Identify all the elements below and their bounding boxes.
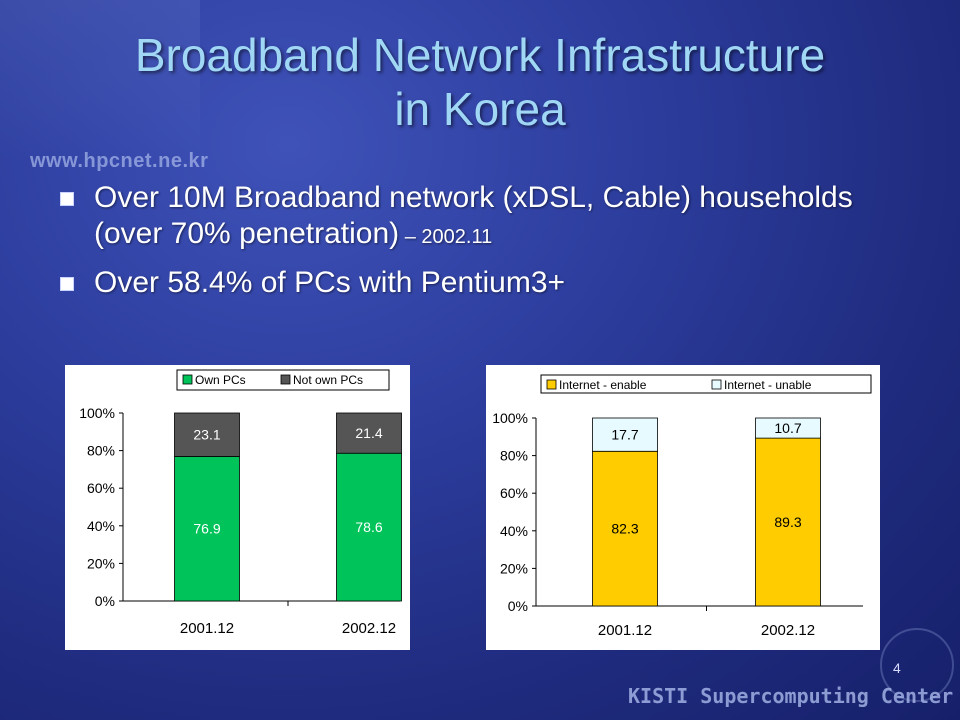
data-label: 76.9 <box>193 521 220 537</box>
y-tick-label: 60% <box>500 485 528 501</box>
legend-label: Internet - unable <box>724 378 812 392</box>
building-photo-watermark <box>0 0 200 160</box>
chart-pc-ownership: Own PCs Not own PCs 0% 20% 40% 60% 80% 100% 76.9… <box>65 365 410 650</box>
y-tick-label: 100% <box>79 405 115 421</box>
footer-text: KISTI Supercomputing Center <box>628 684 954 708</box>
data-label: 78.6 <box>355 519 382 535</box>
legend-swatch <box>182 374 193 385</box>
y-tick-label: 20% <box>87 555 115 571</box>
data-label: 17.7 <box>611 427 638 443</box>
data-label-bg <box>186 519 228 538</box>
bullet-text: Over 58.4% of PCs with Pentium3+ <box>94 266 566 299</box>
legend-label: Not own PCs <box>293 373 363 387</box>
title-line-1: Broadband Network Infrastructure <box>134 29 826 81</box>
title-line-2: in Korea <box>394 83 566 135</box>
legend-label: Own PCs <box>195 373 246 387</box>
bullet-text: Over 10M Broadband network (xDSL, Cable)… <box>94 181 853 250</box>
data-label: 10.7 <box>774 420 801 436</box>
data-label: 23.1 <box>193 427 220 443</box>
kisti-seal-logo <box>880 628 954 702</box>
legend-box <box>540 374 872 394</box>
data-label: 89.3 <box>774 514 801 530</box>
legend-swatch <box>280 374 291 385</box>
bullet-item: Over 58.4% of PCs with Pentium3+ <box>58 265 918 301</box>
data-label-bg <box>186 425 228 444</box>
y-tick-label: 80% <box>87 443 115 459</box>
slide-title: Broadband Network Infrastructure in Kore… <box>40 28 920 136</box>
data-label: 82.3 <box>611 521 638 537</box>
data-label-bg <box>604 425 646 444</box>
y-tick-label: 40% <box>87 518 115 534</box>
chart-pc-ownership-svg: Own PCs Not own PCs 0% 20% 40% 60% 80% 100% 76.9… <box>79 369 402 637</box>
legend-swatch <box>546 379 557 390</box>
category-label: 2002.12 <box>761 622 815 639</box>
y-tick-label: 0% <box>95 593 115 609</box>
bullet-note: – 2002.11 <box>399 226 493 248</box>
y-tick-label: 0% <box>508 598 528 614</box>
data-label-bg <box>348 518 390 537</box>
y-tick-label: 60% <box>87 480 115 496</box>
bullet-square-icon <box>60 192 74 206</box>
chart-internet-capability-svg: Internet - enable Internet - unable 0% 20% 4… <box>492 374 872 639</box>
y-tick-label: 20% <box>500 560 528 576</box>
y-tick-label: 100% <box>492 410 528 426</box>
bullet-square-icon <box>60 277 74 291</box>
category-label: 2002.12 <box>342 620 396 637</box>
chart-internet-capability: Internet - enable Internet - unable 0% 20% 4… <box>486 365 880 650</box>
category-label: 2001.12 <box>598 622 652 639</box>
page-number: 4 <box>893 660 901 676</box>
url-watermark: www.hpcnet.ne.kr <box>30 150 209 172</box>
category-label: 2001.12 <box>180 620 234 637</box>
data-label: 21.4 <box>355 425 382 441</box>
data-label-bg <box>348 424 390 443</box>
data-label-bg <box>604 519 646 538</box>
y-tick-label: 80% <box>500 448 528 464</box>
data-label-bg <box>767 419 809 438</box>
bullet-item: Over 10M Broadband network (xDSL, Cable)… <box>58 180 918 255</box>
legend-swatch <box>711 379 722 390</box>
legend-label: Internet - enable <box>559 378 647 392</box>
bullet-list: Over 10M Broadband network (xDSL, Cable)… <box>58 180 918 311</box>
y-tick-label: 40% <box>500 523 528 539</box>
data-label-bg <box>767 513 809 532</box>
